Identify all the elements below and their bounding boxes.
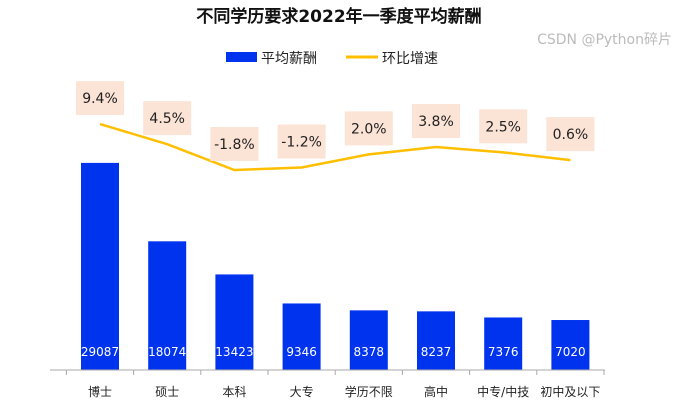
bar bbox=[148, 241, 187, 370]
growth-label-box bbox=[344, 111, 393, 146]
x-tick-label: 硕士 bbox=[155, 385, 179, 399]
bar-value-label: 18074 bbox=[148, 345, 186, 359]
growth-label: 0.6% bbox=[553, 127, 589, 143]
x-tick-label: 高中 bbox=[424, 384, 448, 399]
bar-value-label: 7376 bbox=[488, 345, 519, 359]
chart-title: 不同学历要求2022年一季度平均薪酬 bbox=[196, 6, 481, 27]
bar bbox=[484, 317, 523, 370]
bar-value-label: 7020 bbox=[555, 345, 586, 359]
growth-label-box bbox=[143, 101, 192, 136]
growth-label-box bbox=[546, 117, 595, 152]
bar bbox=[417, 311, 455, 370]
legend-line-label: 环比增速 bbox=[382, 51, 438, 67]
growth-label: -1.8% bbox=[214, 137, 255, 153]
growth-label-box bbox=[412, 104, 460, 139]
bar bbox=[282, 303, 321, 370]
growth-label: 2.0% bbox=[351, 121, 387, 137]
bar bbox=[551, 320, 590, 370]
growth-label-box bbox=[479, 109, 528, 144]
growth-label: 4.5% bbox=[149, 111, 185, 127]
x-tick-label: 大专 bbox=[290, 384, 314, 399]
growth-label: 9.4% bbox=[82, 91, 118, 107]
bar-value-label: 13423 bbox=[215, 345, 253, 359]
watermark: CSDN @Python碎片 bbox=[537, 32, 672, 48]
legend-bar-label: 平均薪酬 bbox=[261, 51, 317, 67]
x-tick-label: 本科 bbox=[222, 385, 246, 399]
bar-value-label: 9346 bbox=[286, 345, 317, 359]
growth-line bbox=[99, 122, 571, 172]
bar-value-label: 8237 bbox=[421, 345, 452, 359]
bar-value-label: 29087 bbox=[81, 345, 119, 359]
x-tick-label: 学历不限 bbox=[345, 384, 393, 399]
legend-bar-swatch bbox=[226, 52, 257, 62]
growth-label: -1.2% bbox=[281, 135, 322, 151]
bar bbox=[81, 162, 119, 370]
growth-label-box bbox=[210, 126, 259, 161]
x-tick-label: 中专/中技 bbox=[477, 384, 529, 399]
bar bbox=[349, 310, 388, 370]
growth-label-box bbox=[76, 81, 124, 116]
bar bbox=[215, 274, 254, 370]
bar-value-label: 8378 bbox=[354, 345, 385, 359]
x-tick-label: 初中及以下 bbox=[540, 384, 600, 399]
growth-label: 2.5% bbox=[485, 119, 521, 135]
growth-label: 3.8% bbox=[418, 114, 454, 130]
x-tick-label: 博士 bbox=[88, 384, 112, 399]
growth-label-box bbox=[277, 124, 326, 159]
